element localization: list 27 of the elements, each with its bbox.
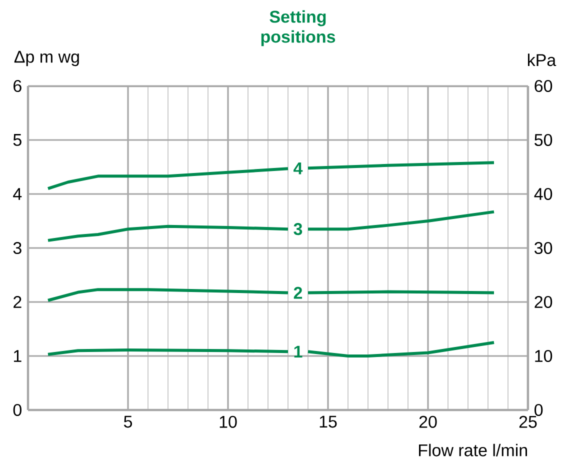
x-axis-title: Flow rate l/min bbox=[419, 444, 527, 456]
chart-title: Setting positions bbox=[261, 10, 336, 46]
y-tick-label: 2 bbox=[14, 296, 22, 308]
y2-tick-label: 40 bbox=[534, 188, 552, 200]
x-tick-label: 15 bbox=[320, 416, 337, 428]
y2-tick-label: 0 bbox=[534, 404, 543, 416]
y-tick-label: 4 bbox=[13, 188, 22, 200]
x-tick-label: 25 bbox=[519, 416, 537, 428]
x-tick-label: 5 bbox=[124, 416, 132, 428]
x-tick-label: 20 bbox=[419, 416, 437, 428]
y2-tick-label: 30 bbox=[534, 242, 552, 254]
y-tick-label: 5 bbox=[13, 134, 22, 146]
y-tick-label: 6 bbox=[14, 80, 22, 92]
y2-axis-title: kPa bbox=[528, 54, 556, 66]
series-label: 4 bbox=[294, 162, 303, 174]
x-tick-label: 10 bbox=[220, 416, 237, 428]
series-label: 1 bbox=[294, 346, 302, 358]
y2-tick-label: 50 bbox=[534, 134, 552, 146]
series-label: 3 bbox=[294, 223, 302, 236]
y2-tick-label: 60 bbox=[534, 80, 552, 92]
y-tick-label: 1 bbox=[14, 350, 22, 362]
y-tick-label: 0 bbox=[13, 404, 22, 416]
y2-tick-label: 10 bbox=[535, 350, 552, 362]
y2-tick-label: 20 bbox=[534, 296, 552, 308]
y-tick-label: 3 bbox=[13, 242, 22, 254]
y-axis-title: Δp m wg bbox=[14, 50, 79, 66]
series-label: 2 bbox=[294, 286, 302, 299]
